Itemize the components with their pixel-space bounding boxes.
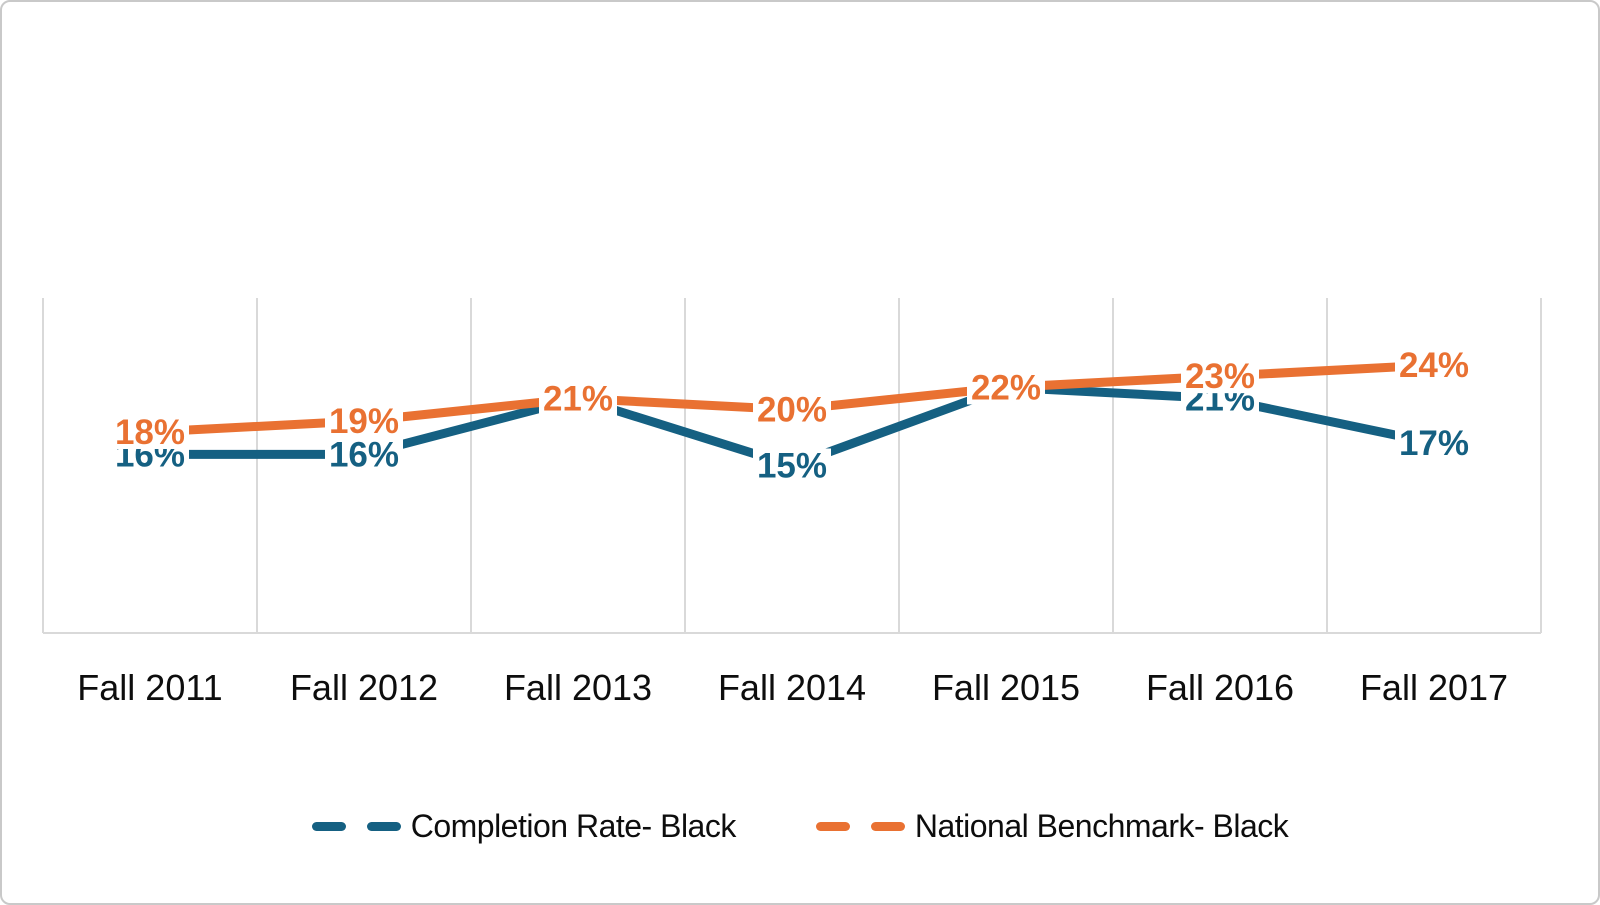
legend-label-completion-rate: Completion Rate- Black [410, 808, 737, 844]
completion-rate-line-swatch [311, 822, 401, 831]
data-label: 21% [543, 380, 613, 419]
x-axis-label: Fall 2016 [1146, 667, 1294, 708]
x-axis-label: Fall 2014 [718, 667, 866, 708]
legend-label-national-benchmark: National Benchmark- Black [914, 808, 1289, 844]
data-label: 16% [329, 435, 399, 474]
dash-icon [815, 822, 850, 831]
data-label-bg [325, 437, 403, 472]
data-label: 24% [1399, 346, 1469, 385]
x-axis-label: Fall 2017 [1360, 667, 1508, 708]
dash-icon [311, 822, 346, 831]
dash-icon [870, 822, 905, 831]
data-label: 20% [757, 391, 827, 430]
data-label-bg [1181, 359, 1259, 394]
x-axis-label: Fall 2013 [504, 667, 652, 708]
chart-legend: Completion Rate- Black National Benchmar… [0, 808, 1600, 845]
legend-item-completion-rate: Completion Rate- Black [311, 808, 737, 845]
data-label-bg [753, 392, 831, 427]
data-label-bg [1395, 426, 1473, 461]
data-label: 22% [971, 368, 1041, 407]
data-label: 19% [329, 402, 399, 441]
data-label: 17% [1399, 424, 1469, 463]
dash-icon [366, 822, 401, 831]
data-label-bg [1395, 348, 1473, 382]
data-label-bg [967, 370, 1045, 405]
data-label: 15% [757, 447, 827, 486]
national-benchmark-line-swatch [815, 822, 905, 831]
data-label-bg [325, 403, 403, 438]
x-axis-label: Fall 2011 [77, 667, 222, 708]
data-label: 23% [1185, 357, 1255, 396]
data-label: 18% [115, 413, 185, 452]
legend-item-national-benchmark: National Benchmark- Black [815, 808, 1289, 845]
data-label-bg [753, 448, 831, 483]
x-axis-label: Fall 2015 [932, 667, 1080, 708]
x-axis-label: Fall 2012 [290, 667, 438, 708]
data-label-bg [111, 415, 189, 449]
data-label-bg [539, 381, 617, 416]
